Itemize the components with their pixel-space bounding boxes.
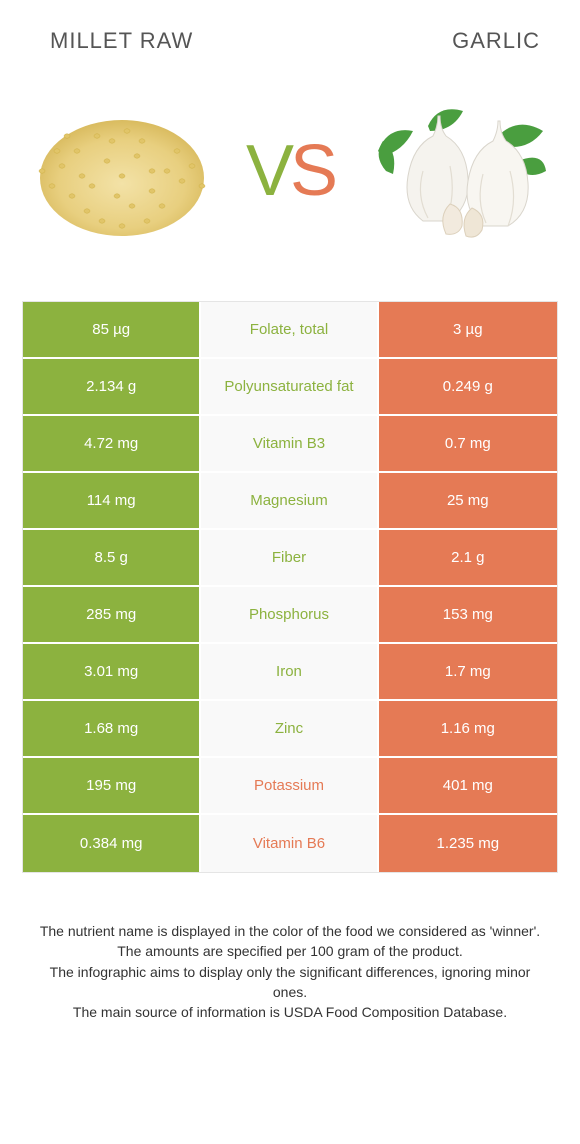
garlic-image: [358, 86, 558, 256]
nutrient-label-cell: Vitamin B3: [201, 416, 378, 471]
table-row: 195 mgPotassium401 mg: [23, 758, 557, 815]
hero-row: VS: [22, 76, 558, 266]
right-value-cell: 0.249 g: [379, 359, 557, 414]
table-row: 4.72 mgVitamin B30.7 mg: [23, 416, 557, 473]
left-value-cell: 285 mg: [23, 587, 201, 642]
table-row: 0.384 mgVitamin B61.235 mg: [23, 815, 557, 872]
vs-v: V: [246, 130, 290, 212]
infographic-container: Millet raw Garlic: [0, 0, 580, 1052]
nutrient-label-cell: Folate, total: [201, 302, 378, 357]
footer-line: The nutrient name is displayed in the co…: [32, 921, 548, 941]
millet-image: [22, 86, 222, 256]
titles-row: Millet raw Garlic: [22, 28, 558, 54]
footer-line: The amounts are specified per 100 gram o…: [32, 941, 548, 961]
nutrient-label-cell: Magnesium: [201, 473, 378, 528]
table-row: 85 µgFolate, total3 µg: [23, 302, 557, 359]
right-value-cell: 0.7 mg: [379, 416, 557, 471]
nutrient-label-cell: Vitamin B6: [201, 815, 378, 872]
footer-notes: The nutrient name is displayed in the co…: [22, 921, 558, 1022]
right-value-cell: 2.1 g: [379, 530, 557, 585]
left-value-cell: 4.72 mg: [23, 416, 201, 471]
left-value-cell: 195 mg: [23, 758, 201, 813]
right-value-cell: 25 mg: [379, 473, 557, 528]
table-row: 1.68 mgZinc1.16 mg: [23, 701, 557, 758]
millet-icon: [32, 96, 212, 246]
nutrient-label-cell: Potassium: [201, 758, 378, 813]
right-value-cell: 1.7 mg: [379, 644, 557, 699]
footer-line: The main source of information is USDA F…: [32, 1002, 548, 1022]
right-value-cell: 1.235 mg: [379, 815, 557, 872]
nutrient-label-cell: Iron: [201, 644, 378, 699]
left-value-cell: 3.01 mg: [23, 644, 201, 699]
garlic-icon: [368, 96, 548, 246]
left-value-cell: 0.384 mg: [23, 815, 201, 872]
footer-line: The infographic aims to display only the…: [32, 962, 548, 1003]
nutrient-label-cell: Polyunsaturated fat: [201, 359, 378, 414]
left-value-cell: 1.68 mg: [23, 701, 201, 756]
left-value-cell: 114 mg: [23, 473, 201, 528]
right-value-cell: 1.16 mg: [379, 701, 557, 756]
nutrient-label-cell: Phosphorus: [201, 587, 378, 642]
table-row: 114 mgMagnesium25 mg: [23, 473, 557, 530]
nutrient-table: 85 µgFolate, total3 µg2.134 gPolyunsatur…: [22, 301, 558, 873]
vs-s: S: [290, 130, 334, 212]
table-row: 285 mgPhosphorus153 mg: [23, 587, 557, 644]
right-value-cell: 401 mg: [379, 758, 557, 813]
left-value-cell: 85 µg: [23, 302, 201, 357]
nutrient-label-cell: Zinc: [201, 701, 378, 756]
nutrient-label-cell: Fiber: [201, 530, 378, 585]
right-value-cell: 153 mg: [379, 587, 557, 642]
vs-label: VS: [246, 130, 334, 212]
table-row: 8.5 gFiber2.1 g: [23, 530, 557, 587]
right-value-cell: 3 µg: [379, 302, 557, 357]
right-food-title: Garlic: [452, 28, 540, 54]
left-value-cell: 8.5 g: [23, 530, 201, 585]
table-row: 2.134 gPolyunsaturated fat0.249 g: [23, 359, 557, 416]
left-value-cell: 2.134 g: [23, 359, 201, 414]
table-row: 3.01 mgIron1.7 mg: [23, 644, 557, 701]
left-food-title: Millet raw: [50, 28, 193, 54]
